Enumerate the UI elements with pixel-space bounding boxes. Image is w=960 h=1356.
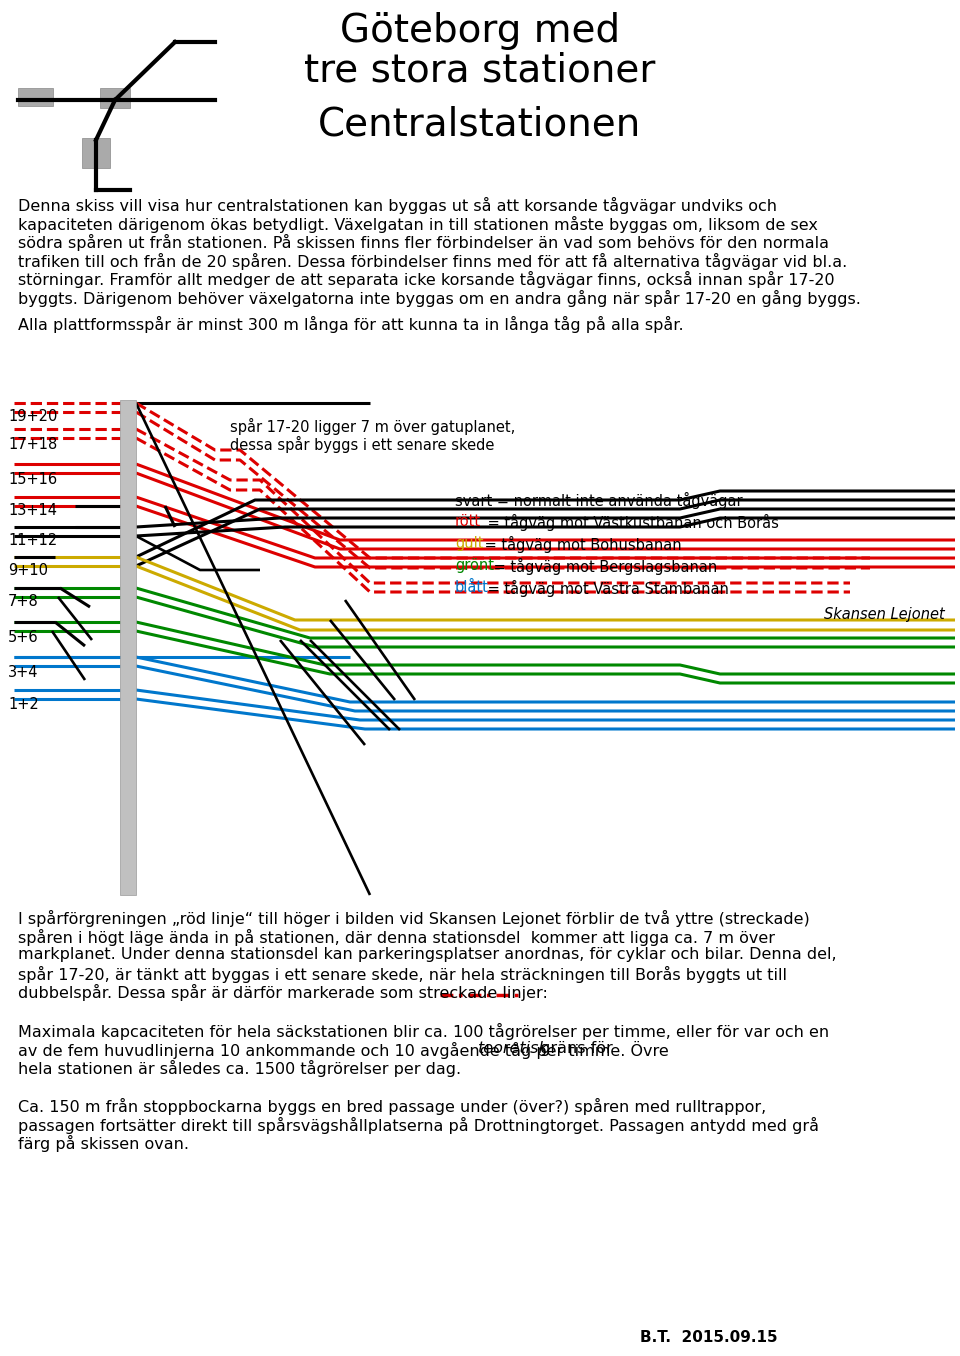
Text: passagen fortsätter direkt till spårsvägshållplatserna på Drottningtorget. Passa: passagen fortsätter direkt till spårsväg… [18, 1116, 819, 1134]
Text: 5+6: 5+6 [8, 631, 38, 645]
Text: = tågväg mot Bohusbanan: = tågväg mot Bohusbanan [480, 536, 682, 553]
Text: byggts. Därigenom behöver växelgatorna inte byggas om en andra gång när spår 17-: byggts. Därigenom behöver växelgatorna i… [18, 289, 861, 306]
Text: 13+14: 13+14 [8, 503, 57, 518]
Text: Skansen Lejonet: Skansen Lejonet [825, 607, 945, 622]
Text: = tågväg mot Bergslagsbanan: = tågväg mot Bergslagsbanan [489, 559, 717, 575]
Text: Denna skiss vill visa hur centralstationen kan byggas ut så att korsande tågväga: Denna skiss vill visa hur centralstation… [18, 197, 777, 214]
Text: 17+18: 17+18 [8, 437, 58, 452]
Text: färg på skissen ovan.: färg på skissen ovan. [18, 1135, 189, 1153]
Text: tre stora stationer: tre stora stationer [304, 52, 656, 89]
Text: blått: blått [455, 580, 489, 595]
Bar [100, 88, 130, 108]
Text: Göteborg med: Göteborg med [340, 12, 620, 50]
Text: 3+4: 3+4 [8, 664, 38, 679]
Text: B.T.  2015.09.15: B.T. 2015.09.15 [640, 1330, 778, 1345]
Text: dessa spår byggs i ett senare skede: dessa spår byggs i ett senare skede [230, 437, 494, 453]
Text: södra spåren ut från stationen. På skissen finns fler förbindelser än vad som be: södra spåren ut från stationen. På skiss… [18, 235, 829, 251]
Text: Centralstationen: Centralstationen [319, 104, 641, 142]
Text: 9+10: 9+10 [8, 563, 48, 578]
Text: gräns för: gräns för [535, 1041, 612, 1056]
Text: av de fem huvudlinjerna 10 ankommande och 10 avgående tåg per timme. Övre: av de fem huvudlinjerna 10 ankommande oc… [18, 1041, 669, 1059]
Text: Ca. 150 m från stoppbockarna byggs en bred passage under (över?) spåren med rull: Ca. 150 m från stoppbockarna byggs en br… [18, 1098, 766, 1115]
Bar [120, 400, 136, 895]
Text: spår 17-20, är tänkt att byggas i ett senare skede, när hela sträckningen till B: spår 17-20, är tänkt att byggas i ett se… [18, 965, 787, 983]
Text: 19+20: 19+20 [8, 410, 58, 424]
Text: svart = normalt inte använda tågvägar: svart = normalt inte använda tågvägar [455, 492, 743, 508]
Text: = tågväg mot Västkustbanan och Borås: = tågväg mot Västkustbanan och Borås [483, 514, 779, 532]
Bar [82, 138, 110, 168]
Text: I spårförgreningen „röd linje“ till höger i bilden vid Skansen Lejonet förblir d: I spårförgreningen „röd linje“ till höge… [18, 910, 809, 928]
Text: kapaciteten därigenom ökas betydligt. Växelgatan in till stationen måste byggas : kapaciteten därigenom ökas betydligt. Vä… [18, 216, 818, 232]
Text: rött: rött [455, 514, 481, 529]
Text: = tågväg mot Västra Stambanan: = tågväg mot Västra Stambanan [483, 580, 729, 597]
Text: 11+12: 11+12 [8, 533, 58, 548]
Text: 1+2: 1+2 [8, 697, 38, 712]
Text: 7+8: 7+8 [8, 594, 38, 609]
Text: hela stationen är således ca. 1500 tågrörelser per dag.: hela stationen är således ca. 1500 tågrö… [18, 1059, 461, 1077]
Text: dubbelspår. Dessa spår är därför markerade som streckade linjer:: dubbelspår. Dessa spår är därför markera… [18, 984, 548, 1001]
Text: 15+16: 15+16 [8, 472, 58, 487]
Text: grönt: grönt [455, 559, 494, 574]
Text: Maximala kapcaciteten för hela säckstationen blir ca. 100 tågrörelser per timme,: Maximala kapcaciteten för hela säckstati… [18, 1022, 829, 1040]
Text: spåren i högt läge ända in på stationen, där denna stationsdel  kommer att ligga: spåren i högt läge ända in på stationen,… [18, 929, 775, 945]
Text: Alla plattformsspår är minst 300 m långa för att kunna ta in långa tåg på alla s: Alla plattformsspår är minst 300 m långa… [18, 316, 684, 334]
Text: markplanet. Under denna stationsdel kan parkeringsplatser anordnas, för cyklar o: markplanet. Under denna stationsdel kan … [18, 946, 836, 961]
Text: gult: gult [455, 536, 484, 551]
Text: spår 17-20 ligger 7 m över gatuplanet,: spår 17-20 ligger 7 m över gatuplanet, [230, 418, 516, 435]
Text: trafiken till och från de 20 spåren. Dessa förbindelser finns med för att få alt: trafiken till och från de 20 spåren. Des… [18, 252, 848, 270]
Text: störningar. Framför allt medger de att separata icke korsande tågvägar finns, oc: störningar. Framför allt medger de att s… [18, 271, 834, 287]
Bar [18, 88, 53, 106]
Text: teoretisk: teoretisk [478, 1041, 549, 1056]
